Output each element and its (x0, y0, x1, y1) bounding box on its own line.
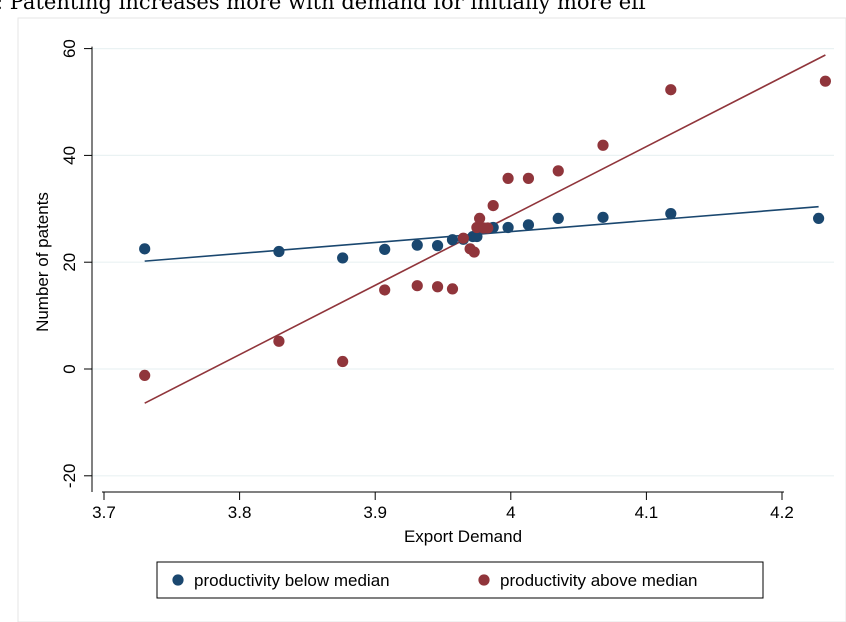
legend-box (156, 561, 764, 599)
y-tick-label: 40 (60, 146, 79, 165)
y-tick-label: -20 (60, 464, 79, 489)
legend-label-above-median: productivity above median (500, 571, 698, 590)
data-point-below-median (379, 243, 391, 255)
data-point-below-median (552, 212, 564, 225)
x-tick-label: 3.8 (228, 503, 252, 522)
figure-caption: : Patenting increases more with demand f… (0, 0, 846, 20)
y-axis-title: Number of patents (33, 192, 52, 332)
data-point-below-median (813, 212, 825, 225)
data-point-above-median (446, 283, 459, 295)
data-point-above-median (474, 212, 486, 225)
data-point-below-median (337, 252, 349, 264)
gridlines (92, 47, 834, 477)
legend-label-below-median: productivity below median (194, 571, 390, 590)
x-tick-label: 4.2 (770, 503, 794, 522)
data-point-above-median (819, 75, 831, 87)
data-point-above-median (522, 172, 535, 184)
data-point-above-median (411, 280, 423, 292)
data-point-above-median (597, 139, 609, 151)
data-point-above-median (431, 281, 444, 293)
data-point-above-median (273, 335, 285, 347)
x-tick-label: 4.1 (635, 503, 659, 522)
axes: -20 0 20 40 60 3.7 3.8 3.9 4 4.1 4.2 (60, 39, 794, 522)
x-tick-label: 4 (506, 503, 515, 522)
data-points (139, 75, 831, 382)
legend-marker-above-median (478, 574, 490, 586)
x-tick-label: 3.7 (92, 503, 116, 522)
data-point-above-median (665, 84, 677, 96)
data-point-above-median (337, 355, 349, 368)
data-point-below-median (273, 245, 285, 258)
data-point-above-median (482, 222, 494, 234)
data-point-below-median (471, 230, 483, 243)
data-point-above-median (457, 232, 469, 244)
x-tick-label: 3.9 (363, 503, 387, 522)
data-point-below-median (597, 211, 609, 223)
data-point-below-median (139, 243, 151, 255)
data-point-below-median (446, 234, 459, 246)
data-point-below-median (411, 239, 423, 251)
legend: productivity below median productivity ab… (156, 561, 764, 599)
y-tick-label: 20 (60, 253, 79, 272)
data-point-above-median (139, 369, 151, 382)
legend-marker-below-median (172, 574, 184, 586)
data-point-below-median (431, 240, 444, 252)
data-point-above-median (552, 165, 564, 177)
y-tick-label: 0 (60, 364, 79, 373)
data-point-below-median (522, 219, 535, 231)
data-point-above-median (502, 172, 514, 184)
data-point-below-median (665, 208, 677, 220)
data-point-above-median (487, 199, 499, 212)
y-tick-label: 60 (60, 39, 79, 58)
data-point-above-median (379, 284, 391, 296)
data-point-below-median (502, 221, 514, 234)
x-axis-title: Export Demand (404, 527, 522, 546)
data-point-above-median (468, 246, 480, 258)
